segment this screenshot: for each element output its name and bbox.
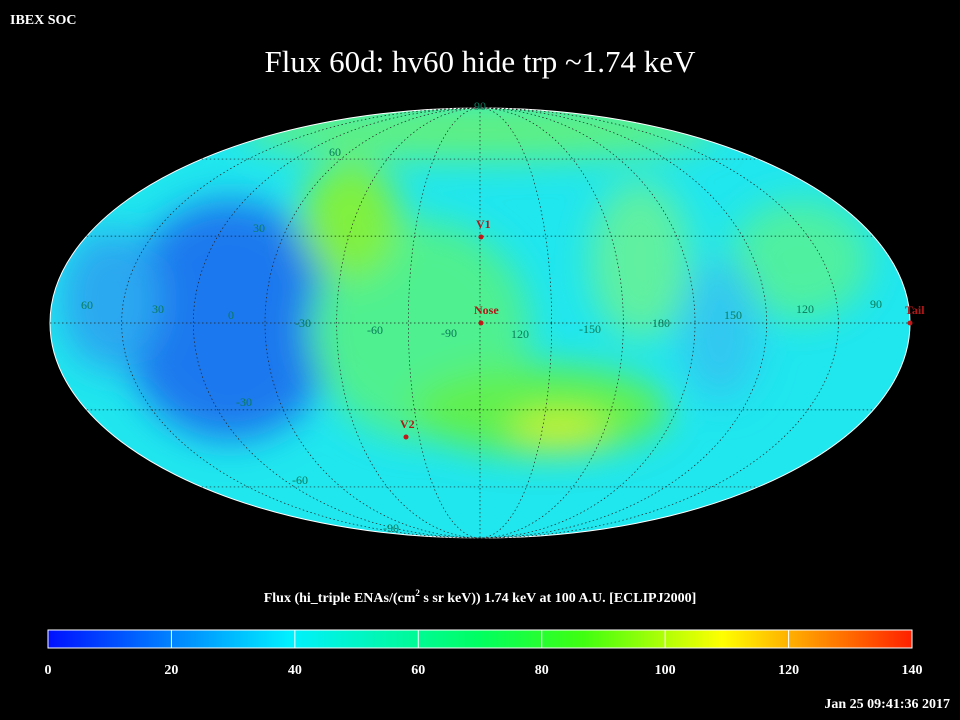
lon-label: 150	[724, 308, 742, 322]
lon-label: 0	[228, 308, 234, 322]
lon-label: -150	[579, 322, 601, 336]
marker-label: V2	[400, 417, 415, 431]
title-part: s sr keV)) 1.74 keV at 100 A.U. [ECLIPJ2…	[420, 591, 696, 606]
latitude-labels: 90 60 30 -30 -60 -90	[236, 99, 486, 535]
lon-label: -60	[367, 323, 383, 337]
marker-dot	[478, 320, 484, 326]
lat-label: 30	[253, 221, 265, 235]
colorbar-tick-label: 140	[902, 663, 923, 678]
colorbar-tick-label: 20	[164, 663, 178, 678]
org-label: IBEX SOC	[10, 13, 77, 28]
colorbar-tick-label: 120	[778, 663, 799, 678]
lat-label: 60	[329, 145, 341, 159]
meridian	[407, 107, 553, 539]
colorbar-tick-label: 100	[655, 663, 676, 678]
colorbar-ticks: 0 20 40 60 80 100 120 140	[45, 630, 923, 678]
lon-label: 180	[652, 316, 670, 330]
lon-label: -30	[295, 316, 311, 330]
lat-label: -90	[383, 521, 399, 535]
longitude-labels: 60 30 0 -30 -60 -90 120 -150 180 150 120 90	[81, 297, 882, 341]
lat-label: 90	[474, 99, 486, 113]
timestamp: Jan 25 09:41:36 2017	[824, 697, 950, 712]
marker-label: Nose	[474, 303, 499, 317]
marker-label: V1	[476, 217, 491, 231]
map-title: Flux 60d: hv60 hide trp ~1.74 keV	[265, 44, 697, 79]
lon-label: 90	[870, 297, 882, 311]
lon-label: -90	[441, 326, 457, 340]
title-sup: 2	[415, 588, 420, 598]
lon-label: 120	[511, 327, 529, 341]
colorbar-tick-label: 80	[535, 663, 549, 678]
colorbar-title: Flux (hi_triple ENAs/(cm2 s sr keV)) 1.7…	[264, 588, 697, 606]
colorbar-tick-label: 40	[288, 663, 302, 678]
lon-label: 30	[152, 302, 164, 316]
colorbar-tick-label: 0	[45, 663, 52, 678]
marker-dot	[907, 320, 913, 326]
markers: V1 Nose V2 Tail	[400, 217, 925, 440]
marker-label: Tail	[905, 303, 925, 317]
lat-label: -60	[292, 473, 308, 487]
colorbar-tick-label: 60	[411, 663, 425, 678]
colorbar	[47, 629, 913, 649]
lon-label: 60	[81, 298, 93, 312]
marker-dot	[403, 434, 409, 440]
marker-dot	[478, 234, 484, 240]
title-part: Flux (hi_triple ENAs/(cm	[264, 591, 416, 606]
lat-label: -30	[236, 395, 252, 409]
lon-label: 120	[796, 302, 814, 316]
